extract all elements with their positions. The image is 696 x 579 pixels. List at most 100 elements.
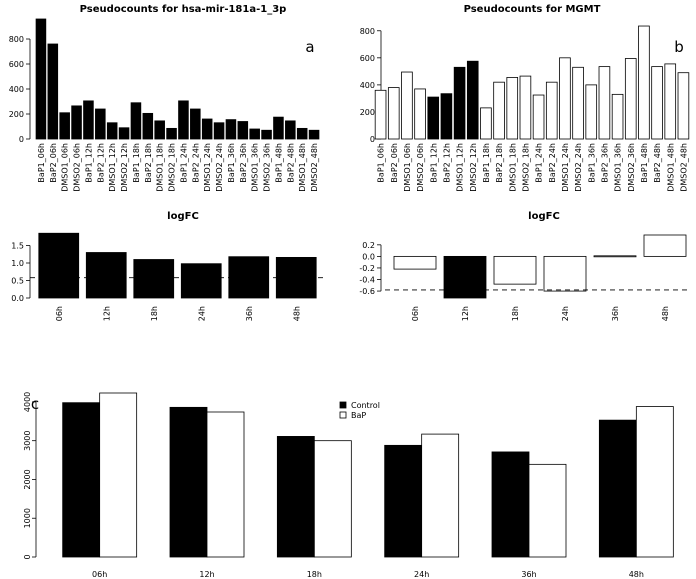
y-tick-label: 600 [360,54,375,63]
bar-bap [313,440,352,558]
bar [261,129,272,140]
x-tick-label: 48h [292,306,301,321]
x-tick-label: 48h [629,570,644,579]
bar [374,89,387,140]
y-tick-label: 200 [9,110,24,119]
bar [572,66,584,140]
x-tick-label: BaP2_06h [390,143,399,183]
x-tick-label: 24h [414,570,429,579]
y-tick-label: 800 [9,35,24,44]
x-tick-label: BaP2_18h [144,143,153,183]
x-tick-label: 24h [561,306,570,321]
bar [285,120,296,140]
bar-bap [99,392,138,558]
x-tick-label: DMSO1_48h [666,143,675,192]
y-tick-label: 800 [360,27,375,36]
y-tick-label: 0.0 [11,294,24,303]
x-tick-label: BaP1_12h [429,143,438,183]
y-tick-label: 3000 [23,431,32,451]
bar [308,129,320,140]
bar [664,63,677,140]
x-tick-label: 06h [411,306,420,321]
y-tick-label: 1000 [23,508,32,528]
x-tick-label: 12h [102,306,111,321]
panel-label: b [674,38,684,56]
x-tick-label: 12h [461,306,470,321]
chart-mid-left: logFC 0.0 0.5 1.0 1.5 06h 12h 18h 24h 36h 48h [11,211,325,321]
bar [178,100,189,140]
bar-bap [421,433,460,558]
x-tick-label: DMSO1_18h [508,143,517,192]
bar [83,100,94,140]
bar-bap [635,406,674,558]
y-tick-label: 200 [360,108,375,117]
x-tick-label: BaP2_48h [653,143,662,183]
bar [466,60,479,140]
x-tick-label: DMSO1_18h [156,143,165,192]
bar [493,255,537,285]
bar [130,102,142,140]
chart-top-left: Pseudocounts for hsa-mir-181a-1_3pa 0 200 4… [9,4,320,192]
bar [401,71,413,140]
x-tick-label: BaP2_24h [548,143,557,183]
y-tick-label: 1.5 [11,242,24,251]
x-tick-label: 48h [661,306,670,321]
x-tick-label: DMSO1_24h [561,143,570,192]
x-tick-label: 06h [55,306,64,321]
bar [393,255,437,270]
y-tick-label: 0 [23,554,32,559]
bar-bap [206,411,245,558]
bar [118,127,130,140]
y-tick-label: 0.0 [362,252,375,261]
x-tick-label: DMSO1_24h [203,143,212,192]
x-tick-label: DMSO2_24h [215,143,224,192]
y-tick-label: 0 [370,135,375,144]
bar [414,88,426,140]
bar [543,255,587,292]
x-tick-label: 06h [92,570,107,579]
x-tick-label: BaP1_36h [587,143,596,183]
x-tick-label: DMSO2_18h [521,143,530,192]
x-tick-label: DMSO2_18h [168,143,177,192]
bar [387,87,400,140]
bar [106,122,118,140]
y-tick-label: 400 [360,81,375,90]
x-tick-label: 36h [521,570,536,579]
y-tick-label: 4000 [23,392,32,412]
x-tick-label: BaP1_48h [274,143,283,183]
bar [38,232,80,299]
bar [506,77,519,140]
x-tick-label: BaP1_06h [377,143,386,183]
bar-control [598,419,637,558]
chart-top-right: Pseudocounts for MGMT b 0 200 400 600 800 BaP1_… [360,4,690,192]
x-tick-label: DMSO1_48h [298,143,307,192]
bar [95,108,106,140]
x-tick-label: DMSO1_06h [61,143,70,192]
bar [480,107,492,140]
x-tick-label: BaP2_24h [191,143,200,183]
x-tick-label: 24h [197,306,206,321]
bar [624,58,637,140]
bar [71,105,82,140]
y-tick-label: 0.5 [11,277,24,286]
x-tick-label: BaP2_36h [600,143,609,183]
x-tick-label: 36h [245,306,254,321]
x-tick-label: DMSO2_36h [627,143,636,192]
x-tick-label: 36h [611,306,620,321]
x-tick-label: DMSO2_12h [469,143,478,192]
panel-label: c [31,395,39,413]
bar [440,93,453,140]
bar [611,93,624,140]
bar [519,75,532,140]
bar [559,57,571,140]
x-tick-label: 12h [199,570,214,579]
bar [677,72,690,140]
bar [453,66,466,140]
bar [225,119,237,140]
x-tick-label: DMSO2_06h [73,143,82,192]
y-tick-label: 0 [19,135,24,144]
x-tick-label: BaP2_18h [495,143,504,183]
bar [180,263,222,299]
x-tick-label: BaP1_12h [84,143,93,183]
